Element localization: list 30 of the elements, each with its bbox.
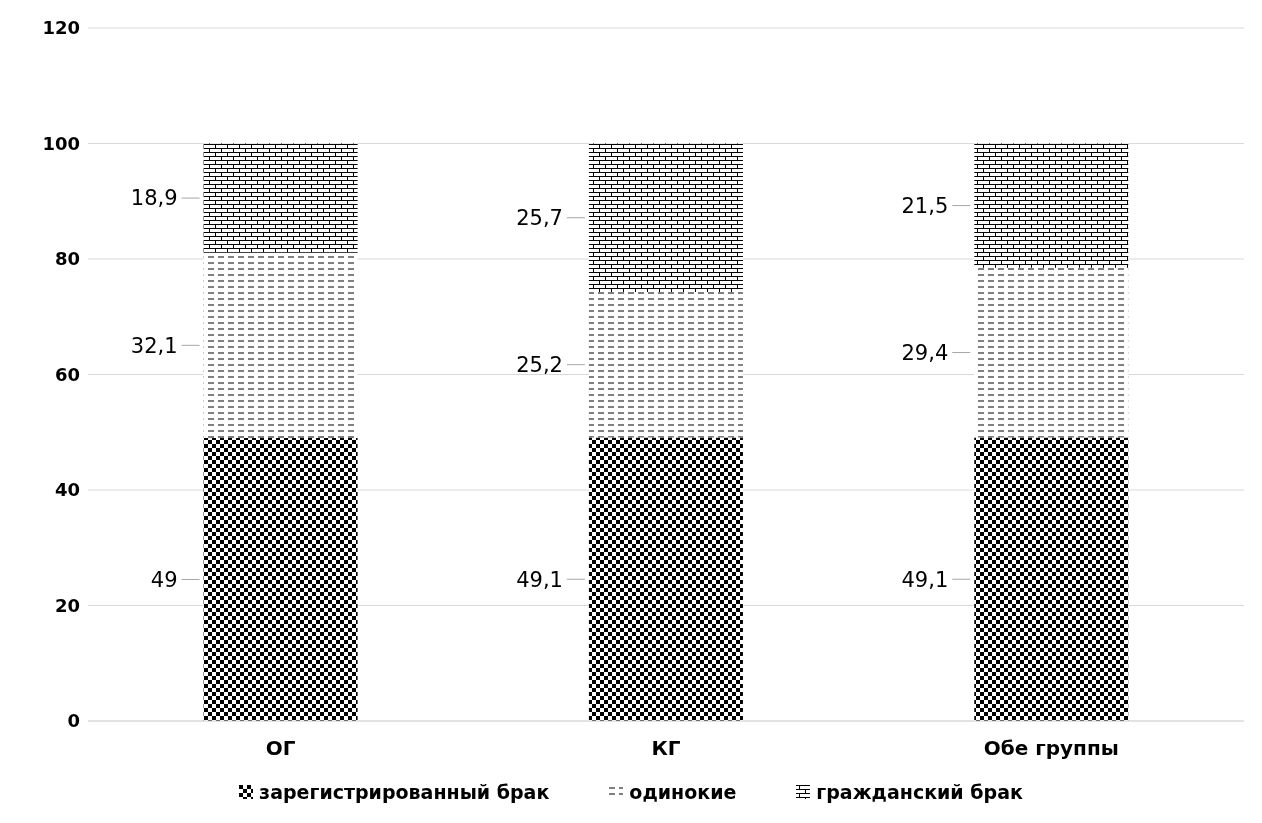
y-tick-label: 0 [67, 710, 80, 732]
bar [974, 143, 1129, 268]
data-label: 25,7 [516, 206, 563, 231]
data-label: 18,9 [130, 186, 178, 211]
bar [974, 267, 1129, 438]
legend-label: одинокие [628, 781, 737, 803]
data-label: 25,2 [516, 353, 563, 378]
y-tick-label: 120 [42, 17, 80, 39]
y-tick-label: 60 [54, 363, 80, 385]
y-tick-label: 80 [54, 248, 80, 270]
data-label: 49,1 [516, 567, 563, 592]
x-tick-label: КГ [651, 736, 681, 761]
data-label: 29,4 [901, 340, 949, 365]
data-label: 49 [150, 567, 178, 592]
bar [588, 437, 743, 721]
bar [974, 437, 1129, 721]
bar [588, 143, 743, 292]
bar [203, 438, 358, 721]
data-label: 32,1 [130, 333, 178, 358]
data-label: 49,1 [901, 567, 949, 592]
y-tick-label: 40 [54, 479, 80, 501]
x-tick-label: ОГ [265, 736, 296, 761]
legend-label: гражданский брак [815, 781, 1023, 803]
data-label: 21,5 [901, 193, 949, 218]
bar [588, 291, 743, 438]
legend-label: зарегистрированный брак [258, 781, 550, 803]
y-tick-label: 20 [54, 594, 80, 616]
y-tick-label: 100 [42, 132, 80, 154]
bar [203, 143, 358, 253]
x-tick-label: Обе группы [983, 736, 1119, 761]
